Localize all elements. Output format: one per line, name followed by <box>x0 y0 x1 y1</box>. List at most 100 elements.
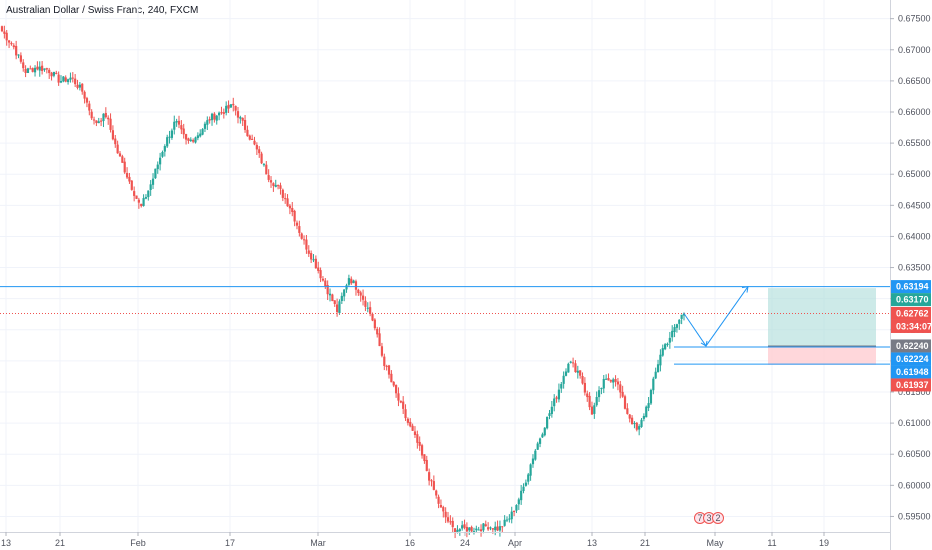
candle[interactable] <box>623 394 627 410</box>
candle-body[interactable] <box>95 120 98 123</box>
candle[interactable] <box>243 114 247 133</box>
candle[interactable] <box>10 41 13 46</box>
candle[interactable] <box>12 43 15 50</box>
candle[interactable] <box>475 525 478 533</box>
candle[interactable] <box>22 59 25 72</box>
candle-body[interactable] <box>208 119 211 121</box>
candle[interactable] <box>503 515 506 527</box>
candle[interactable] <box>423 454 426 464</box>
candle-body[interactable] <box>328 293 332 296</box>
candle[interactable] <box>378 327 381 347</box>
candle[interactable] <box>114 134 117 148</box>
candle[interactable] <box>0 25 4 33</box>
candle[interactable] <box>678 319 681 330</box>
candle[interactable] <box>411 423 414 431</box>
candle[interactable] <box>496 520 499 532</box>
candle[interactable] <box>180 120 183 135</box>
candle[interactable] <box>560 381 563 393</box>
candle-body[interactable] <box>26 68 30 74</box>
candle-body[interactable] <box>310 253 313 260</box>
candle-body[interactable] <box>345 285 348 290</box>
candle-body[interactable] <box>29 68 32 70</box>
candle[interactable] <box>487 522 490 531</box>
candle[interactable] <box>555 395 558 403</box>
candle-body[interactable] <box>100 120 103 122</box>
candle[interactable] <box>413 426 417 438</box>
candle[interactable] <box>208 116 211 124</box>
candle[interactable] <box>659 349 662 372</box>
candle[interactable] <box>168 130 171 144</box>
candle-body[interactable] <box>489 527 492 529</box>
candle[interactable] <box>661 344 664 357</box>
candle[interactable] <box>664 342 667 351</box>
candle[interactable] <box>453 528 457 539</box>
candle[interactable] <box>213 112 216 123</box>
candle-body[interactable] <box>234 105 237 111</box>
candle[interactable] <box>444 507 447 523</box>
candle[interactable] <box>149 180 152 196</box>
candle[interactable] <box>390 370 393 383</box>
candle-body[interactable] <box>340 295 343 301</box>
candle-body[interactable] <box>88 103 91 111</box>
candle-body[interactable] <box>524 482 527 486</box>
candle-body[interactable] <box>33 67 37 73</box>
candle-body[interactable] <box>43 68 46 70</box>
candle[interactable] <box>399 400 402 404</box>
candle-body[interactable] <box>312 259 315 261</box>
candle[interactable] <box>541 432 544 438</box>
candle[interactable] <box>192 138 195 144</box>
candle[interactable] <box>668 331 671 349</box>
candle-body[interactable] <box>411 425 414 431</box>
candle-body[interactable] <box>295 222 299 226</box>
candle[interactable] <box>350 276 353 285</box>
candle-body[interactable] <box>175 120 178 123</box>
candle[interactable] <box>531 454 535 468</box>
candle[interactable] <box>196 132 199 141</box>
candle-body[interactable] <box>298 226 301 233</box>
candle-body[interactable] <box>595 397 598 406</box>
candle-body[interactable] <box>307 250 310 254</box>
candle[interactable] <box>326 280 329 300</box>
candle[interactable] <box>336 298 339 317</box>
candle[interactable] <box>359 290 362 302</box>
candle-body[interactable] <box>477 529 480 531</box>
candle-body[interactable] <box>536 443 539 450</box>
candle[interactable] <box>194 136 197 144</box>
candle[interactable] <box>74 74 77 88</box>
candle-body[interactable] <box>97 121 100 124</box>
candle-body[interactable] <box>652 378 655 391</box>
candle[interactable] <box>404 404 407 421</box>
candle[interactable] <box>220 106 223 115</box>
candle-body[interactable] <box>111 130 115 140</box>
candle-body[interactable] <box>645 406 648 418</box>
candle-body[interactable] <box>529 464 532 476</box>
candle[interactable] <box>97 117 100 124</box>
candle[interactable] <box>380 342 384 358</box>
candle-body[interactable] <box>215 115 218 121</box>
candle-body[interactable] <box>288 205 292 209</box>
candle-body[interactable] <box>413 431 417 435</box>
candle[interactable] <box>90 109 93 121</box>
candle-body[interactable] <box>41 65 44 71</box>
candle[interactable] <box>36 61 39 71</box>
candle[interactable] <box>369 301 372 317</box>
candle[interactable] <box>310 250 313 264</box>
candle[interactable] <box>482 523 485 534</box>
candle-body[interactable] <box>380 346 384 356</box>
candle[interactable] <box>638 424 641 436</box>
candle-body[interactable] <box>206 120 209 125</box>
candle[interactable] <box>300 232 303 240</box>
candle-body[interactable] <box>140 203 143 207</box>
candle[interactable] <box>314 255 317 269</box>
candle-body[interactable] <box>225 105 228 113</box>
candle[interactable] <box>633 421 636 429</box>
candle-body[interactable] <box>102 113 105 122</box>
candle[interactable] <box>232 97 235 112</box>
candle-body[interactable] <box>277 185 280 187</box>
candle-body[interactable] <box>159 157 162 165</box>
candle[interactable] <box>649 388 653 405</box>
candle-body[interactable] <box>114 138 117 145</box>
candle[interactable] <box>123 157 126 174</box>
candle-body[interactable] <box>402 401 405 409</box>
candle-body[interactable] <box>373 319 376 329</box>
